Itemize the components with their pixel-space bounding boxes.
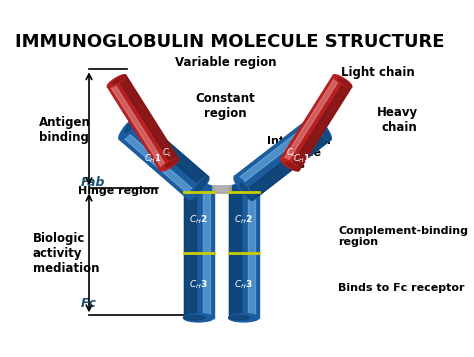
Polygon shape bbox=[228, 188, 259, 318]
Text: $C_H$1: $C_H$1 bbox=[293, 152, 311, 165]
Text: $C_H$2: $C_H$2 bbox=[189, 213, 208, 226]
Text: $C_H$3: $C_H$3 bbox=[234, 278, 253, 291]
Text: Fab: Fab bbox=[81, 176, 105, 189]
Text: Fc: Fc bbox=[81, 297, 97, 310]
Text: Antigen
binding: Antigen binding bbox=[39, 116, 91, 144]
Ellipse shape bbox=[183, 316, 205, 320]
Ellipse shape bbox=[228, 184, 259, 192]
Text: Light chain: Light chain bbox=[341, 66, 415, 79]
Ellipse shape bbox=[281, 159, 299, 171]
Ellipse shape bbox=[119, 116, 139, 140]
Polygon shape bbox=[283, 77, 340, 163]
Ellipse shape bbox=[160, 159, 179, 171]
Ellipse shape bbox=[183, 184, 214, 192]
Ellipse shape bbox=[333, 75, 352, 87]
Ellipse shape bbox=[240, 183, 253, 200]
Text: $C_H$2: $C_H$2 bbox=[234, 213, 253, 226]
Ellipse shape bbox=[228, 314, 259, 322]
Ellipse shape bbox=[107, 75, 126, 87]
Polygon shape bbox=[118, 75, 179, 164]
Polygon shape bbox=[183, 188, 214, 318]
Polygon shape bbox=[292, 82, 352, 171]
Ellipse shape bbox=[125, 116, 139, 132]
Text: Variable region: Variable region bbox=[174, 56, 276, 69]
Polygon shape bbox=[235, 116, 331, 200]
Text: Heavy
chain: Heavy chain bbox=[377, 106, 418, 134]
Text: Biologic
activity
mediation: Biologic activity mediation bbox=[33, 232, 100, 275]
Polygon shape bbox=[109, 83, 166, 169]
Text: $C_H$1: $C_H$1 bbox=[144, 152, 162, 165]
Text: $C_L$: $C_L$ bbox=[286, 147, 297, 159]
Ellipse shape bbox=[194, 177, 209, 193]
Ellipse shape bbox=[228, 316, 250, 320]
Ellipse shape bbox=[183, 314, 214, 322]
Polygon shape bbox=[122, 131, 196, 197]
Polygon shape bbox=[183, 188, 196, 318]
Text: $C_H$3: $C_H$3 bbox=[189, 278, 208, 291]
Text: Binds to Fc receptor: Binds to Fc receptor bbox=[338, 283, 465, 293]
Text: IMMUNOGLOBULIN MOLECULE STRUCTURE: IMMUNOGLOBULIN MOLECULE STRUCTURE bbox=[15, 33, 444, 51]
Ellipse shape bbox=[113, 75, 126, 84]
Polygon shape bbox=[281, 75, 352, 171]
Text: Constant
region: Constant region bbox=[195, 92, 255, 120]
Ellipse shape bbox=[183, 186, 205, 190]
Ellipse shape bbox=[286, 162, 299, 171]
Ellipse shape bbox=[228, 186, 250, 190]
Ellipse shape bbox=[312, 116, 331, 140]
Ellipse shape bbox=[234, 176, 254, 200]
Ellipse shape bbox=[188, 176, 209, 200]
Polygon shape bbox=[119, 116, 209, 200]
Text: Interchain
disulfide
bonds: Interchain disulfide bonds bbox=[267, 136, 331, 170]
Text: Hinge region: Hinge region bbox=[78, 186, 158, 196]
Ellipse shape bbox=[165, 159, 179, 167]
Text: Complement-binding
region: Complement-binding region bbox=[338, 226, 468, 247]
Ellipse shape bbox=[318, 123, 331, 140]
Polygon shape bbox=[237, 119, 319, 185]
Polygon shape bbox=[203, 188, 210, 318]
Polygon shape bbox=[246, 130, 331, 200]
Polygon shape bbox=[228, 188, 241, 318]
Polygon shape bbox=[131, 116, 209, 186]
Polygon shape bbox=[248, 188, 255, 318]
Text: $C_L$: $C_L$ bbox=[162, 147, 173, 159]
Polygon shape bbox=[108, 75, 179, 171]
Ellipse shape bbox=[339, 79, 352, 87]
